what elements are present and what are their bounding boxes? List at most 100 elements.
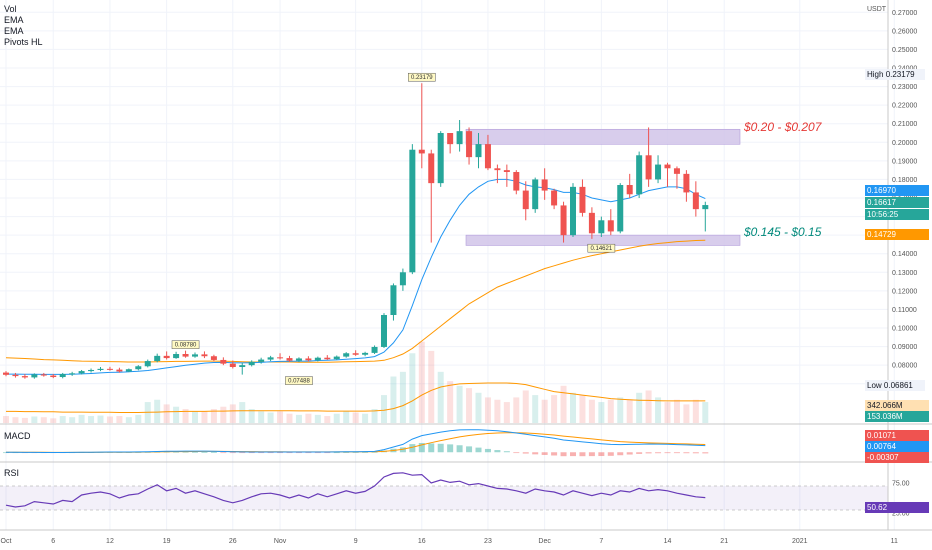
candle-body bbox=[437, 133, 444, 184]
candle bbox=[277, 353, 284, 360]
candle bbox=[12, 372, 19, 378]
volume-bar bbox=[588, 399, 595, 423]
macd-histogram-bar bbox=[239, 452, 246, 454]
candle bbox=[588, 207, 595, 239]
legend-pivots[interactable]: Pivots HL bbox=[4, 37, 43, 47]
macd-label[interactable]: MACD bbox=[4, 431, 31, 441]
candle bbox=[570, 183, 576, 237]
candle bbox=[173, 351, 180, 359]
macd-histogram-bar bbox=[692, 452, 699, 454]
candle bbox=[371, 345, 378, 354]
macd-histogram-bar bbox=[267, 452, 274, 454]
price-tick-label: 0.23000 bbox=[892, 84, 917, 91]
macd-histogram-bar bbox=[598, 452, 605, 457]
candle-body bbox=[267, 357, 274, 360]
volume-bars bbox=[3, 341, 709, 423]
volume-bar bbox=[210, 409, 217, 423]
candle bbox=[702, 201, 709, 232]
rsi-tick-label: 75.00 bbox=[892, 481, 910, 488]
volume-bar bbox=[692, 399, 699, 423]
candle bbox=[248, 360, 255, 367]
volume-bar bbox=[333, 413, 340, 423]
volume-bar bbox=[683, 404, 690, 423]
candle-body bbox=[12, 374, 19, 377]
volume-bar bbox=[532, 395, 539, 423]
candle bbox=[352, 350, 359, 356]
candle-body bbox=[163, 355, 170, 359]
time-tick-label: 23 bbox=[484, 538, 492, 545]
pivot-label-text: 0.14621 bbox=[590, 246, 612, 252]
candle bbox=[135, 365, 142, 371]
candle-body bbox=[78, 371, 85, 374]
high-tag: High 0.23179 bbox=[865, 69, 925, 80]
candle-body bbox=[588, 212, 595, 234]
legend-ema-fast[interactable]: EMA bbox=[4, 15, 24, 25]
ema-slow-line bbox=[5, 239, 706, 363]
volume-bar bbox=[248, 409, 255, 423]
volume-bar bbox=[59, 416, 66, 423]
candle bbox=[541, 168, 548, 200]
candle bbox=[418, 83, 425, 169]
volume-bar bbox=[305, 413, 312, 423]
volume-bar bbox=[399, 371, 406, 423]
volume-bar bbox=[78, 414, 85, 423]
legend-ema-slow[interactable]: EMA bbox=[4, 26, 24, 36]
candle bbox=[645, 127, 652, 187]
macd-histogram-bar bbox=[258, 452, 265, 454]
volume-bar bbox=[116, 416, 123, 423]
price-tick-label: 0.25000 bbox=[892, 47, 917, 54]
candle bbox=[456, 120, 463, 152]
candle-body bbox=[210, 356, 217, 360]
time-tick-label: Nov bbox=[274, 538, 287, 545]
candle bbox=[692, 181, 699, 217]
candle-body bbox=[343, 353, 350, 357]
macd-histogram-bar bbox=[418, 442, 425, 453]
price-tick-label: 0.19000 bbox=[892, 158, 917, 165]
candle-body bbox=[314, 357, 321, 361]
macd-histogram-bar bbox=[466, 446, 473, 453]
volume-bar bbox=[277, 411, 284, 423]
volume-bar bbox=[3, 416, 9, 423]
candle bbox=[314, 356, 321, 362]
volume-bar bbox=[267, 412, 274, 423]
candle bbox=[295, 357, 302, 363]
candle bbox=[31, 373, 38, 379]
candle-body bbox=[541, 179, 548, 191]
candle-body bbox=[475, 144, 482, 158]
ema-fast-line bbox=[6, 178, 706, 375]
candle-body bbox=[579, 186, 586, 213]
indicator-legend: Vol EMA EMA Pivots HL bbox=[4, 4, 43, 48]
volume-bar bbox=[607, 399, 614, 423]
candle bbox=[106, 366, 113, 371]
legend-vol[interactable]: Vol bbox=[4, 4, 17, 14]
macd-histogram-bar bbox=[192, 451, 198, 453]
volume-bar bbox=[12, 417, 19, 423]
pivot-label-box bbox=[408, 72, 436, 82]
candle bbox=[381, 313, 387, 349]
volume-bar bbox=[409, 353, 416, 423]
candle bbox=[617, 183, 624, 234]
macd-pane bbox=[3, 429, 709, 457]
rsi-label[interactable]: RSI bbox=[4, 468, 20, 478]
high-tag-value: 0.23179 bbox=[885, 70, 915, 79]
volume-bar bbox=[579, 395, 586, 423]
candle bbox=[50, 374, 57, 379]
candle bbox=[125, 368, 132, 373]
candle-body bbox=[371, 346, 378, 353]
price-tick-label: 0.08000 bbox=[892, 363, 917, 370]
low-tag-label: Low bbox=[867, 381, 882, 390]
candle bbox=[673, 166, 680, 189]
candle bbox=[154, 353, 161, 363]
candle-body bbox=[201, 354, 208, 357]
pivot-label-text: 0.07488 bbox=[288, 379, 310, 385]
low-tag-value: 0.06861 bbox=[883, 381, 913, 390]
candle bbox=[598, 216, 605, 237]
time-tick-label: 16 bbox=[418, 538, 426, 545]
candle-body bbox=[390, 285, 397, 315]
pivot-label-text: 0.08780 bbox=[175, 343, 197, 349]
pivot-label-box bbox=[587, 243, 616, 253]
candle-body bbox=[97, 368, 104, 370]
volume-bar bbox=[513, 397, 520, 423]
macd-histogram-bar bbox=[248, 452, 255, 454]
